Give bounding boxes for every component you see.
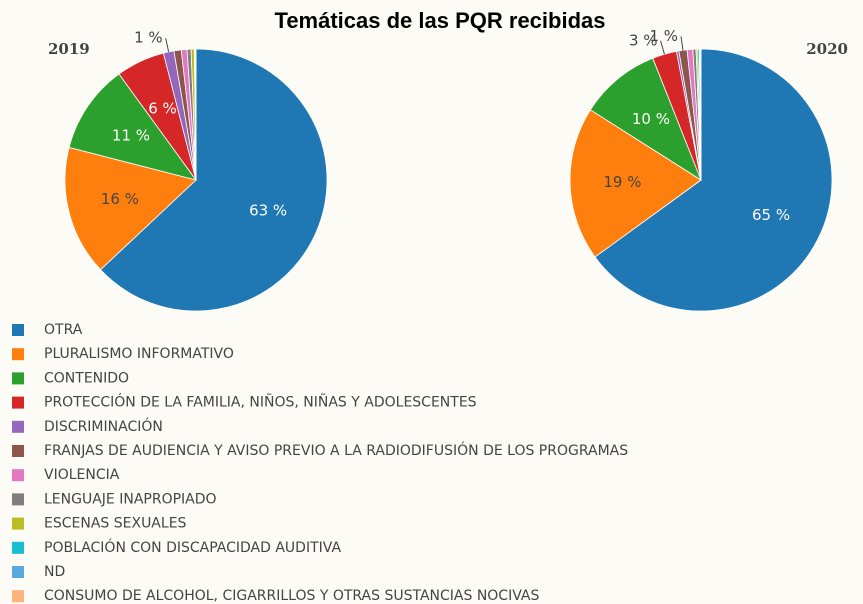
slice-label: 19 %: [603, 173, 641, 191]
legend-label: CONSUMO DE ALCOHOL, CIGARRILLOS Y OTRAS …: [44, 588, 539, 604]
legend-label: LENGUAJE INAPROPIADO: [44, 491, 217, 507]
legend-label: CONTENIDO: [44, 370, 129, 386]
pie-slice: [589, 57, 702, 181]
slice-label: 6 %: [148, 99, 177, 117]
leader-line: [680, 36, 684, 51]
pie-slice: [569, 109, 702, 258]
slice-label: 65 %: [752, 206, 790, 224]
legend-label: VIOLENCIA: [44, 467, 120, 483]
slice-label: 63 %: [249, 202, 287, 220]
legend-label: ESCENAS SEXUALES: [44, 516, 187, 532]
legend-label: POBLACIÓN CON DISCAPACIDAD AUDITIVA: [44, 538, 341, 556]
pie-slice: [64, 146, 197, 271]
legend-swatch: [12, 541, 24, 554]
legend-swatch: [12, 348, 24, 361]
legend-swatch: [12, 445, 24, 457]
legend-swatch: [12, 372, 24, 385]
legend-swatch: [12, 566, 24, 578]
legend-label: PROTECCIÓN DE LA FAMILIA, NIÑOS, NIÑAS Y…: [44, 393, 477, 411]
legend-swatch: [12, 590, 24, 603]
legend-swatch: [12, 493, 24, 506]
legend-swatch: [12, 324, 24, 336]
slice-label: 10 %: [632, 110, 670, 128]
legend-swatch: [12, 396, 24, 409]
pie-slice: [68, 73, 197, 181]
pie-slice: [99, 48, 328, 312]
pie-year-label: 2019: [48, 40, 90, 58]
legend-swatch: [12, 517, 24, 530]
leader-line: [660, 40, 665, 55]
pie-slice: [594, 48, 833, 312]
slice-label: 11 %: [112, 126, 150, 144]
legend-label: ND: [44, 564, 65, 580]
slice-label: 1 %: [134, 29, 163, 47]
legend-swatch: [12, 469, 24, 482]
slice-label: 3 %: [629, 31, 658, 49]
pie-slice: [699, 48, 702, 181]
pie-year-label: 2020: [806, 40, 848, 58]
legend-label: DISCRIMINACIÓN: [44, 417, 163, 435]
slice-label: 1 %: [649, 27, 678, 45]
legend-label: FRANJAS DE AUDIENCIA Y AVISO PREVIO A LA…: [44, 441, 628, 459]
leader-line: [165, 38, 170, 52]
legend-swatch: [12, 420, 24, 433]
legend-label: PLURALISMO INFORMATIVO: [44, 346, 234, 362]
chart-title: Temáticas de las PQR recibidas: [275, 8, 606, 33]
slice-label: 16 %: [101, 190, 139, 208]
legend-label: OTRA: [44, 322, 83, 338]
